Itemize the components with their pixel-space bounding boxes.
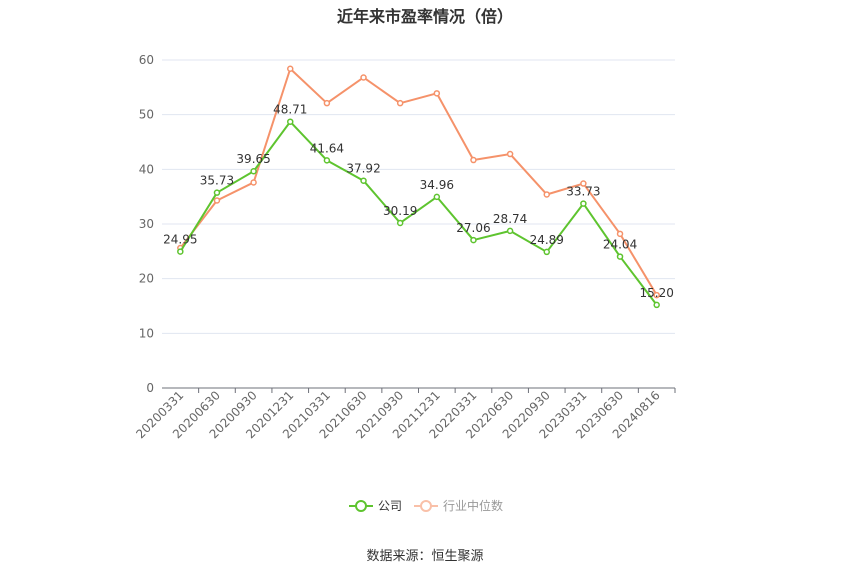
data-label: 15.20	[639, 286, 673, 300]
data-label: 39.65	[236, 152, 270, 166]
data-point	[580, 180, 587, 187]
series-line-0	[179, 120, 658, 306]
y-tick-label: 50	[139, 108, 154, 122]
data-label: 37.92	[346, 162, 380, 176]
data-point	[396, 219, 404, 227]
data-point	[580, 200, 587, 207]
y-tick-label: 10	[139, 326, 154, 340]
data-label: 34.96	[420, 178, 454, 192]
data-point	[360, 177, 367, 184]
data-point	[287, 118, 294, 125]
data-point	[543, 191, 550, 198]
y-tick-label: 40	[139, 162, 154, 176]
data-label: 48.71	[273, 103, 307, 117]
data-label: 35.73	[200, 174, 234, 188]
data-source: 数据来源：恒生聚源	[366, 549, 484, 564]
data-point	[470, 236, 477, 244]
y-tick-label: 0	[146, 381, 154, 395]
data-label: 28.74	[493, 212, 527, 226]
chart-title: 近年来市盈率情况（倍）	[336, 7, 513, 26]
data-point	[287, 65, 294, 72]
data-label: 24.89	[530, 233, 564, 247]
y-tick-label: 60	[139, 53, 154, 67]
y-tick-label: 30	[139, 217, 154, 231]
legend-marker-1	[420, 500, 432, 512]
legend-label-1: 行业中位数	[443, 498, 503, 513]
data-point	[506, 227, 514, 235]
grid-lines	[162, 59, 675, 334]
data-point	[360, 74, 367, 81]
data-point	[653, 301, 660, 309]
data-point	[250, 179, 257, 186]
data-label: 30.19	[383, 204, 417, 218]
data-label: 33.73	[566, 185, 600, 199]
data-point	[433, 193, 441, 201]
data-point	[323, 157, 331, 164]
data-label: 27.06	[456, 221, 490, 235]
data-point	[616, 253, 624, 260]
series-lines	[177, 65, 660, 309]
data-point	[433, 90, 441, 97]
legend-label-0: 公司	[378, 499, 402, 513]
legend-marker-0	[355, 500, 367, 512]
data-point	[396, 99, 404, 107]
data-label: 24.95	[163, 233, 197, 247]
axes: 0102030405060202003312020063020200930202…	[133, 53, 676, 441]
data-point	[543, 248, 550, 256]
data-point	[213, 189, 221, 196]
data-point	[323, 99, 331, 107]
data-point	[653, 291, 660, 299]
data-point	[506, 150, 514, 158]
data-point	[616, 230, 624, 238]
legend[interactable]: 公司 行业中位数	[349, 498, 503, 513]
data-point	[470, 156, 477, 164]
data-point	[213, 197, 221, 204]
data-label: 41.64	[310, 141, 344, 155]
data-point	[177, 248, 184, 255]
data-point	[250, 167, 257, 175]
y-tick-label: 20	[139, 272, 154, 286]
data-label: 24.04	[603, 238, 637, 252]
